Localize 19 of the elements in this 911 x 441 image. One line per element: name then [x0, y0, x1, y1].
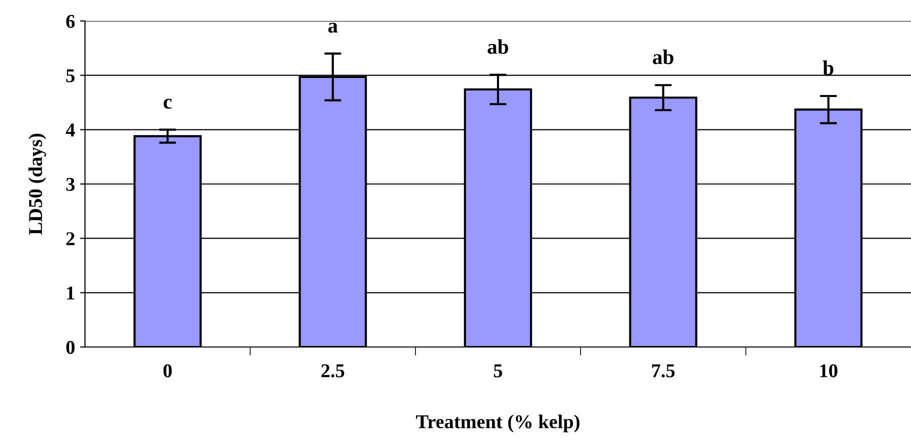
x-axis-title: Treatment (% kelp) — [416, 414, 580, 432]
x-tick-label: 5 — [494, 364, 502, 378]
y-tick-label: 0 — [66, 340, 75, 354]
x-tick-label: 0 — [163, 364, 172, 378]
y-tick-label: 6 — [66, 14, 75, 28]
annotation: ab — [652, 50, 674, 64]
annotation: b — [822, 60, 834, 76]
annotation: c — [164, 98, 172, 109]
annotation: a — [328, 22, 338, 33]
x-tick-label: 7.5 — [652, 364, 675, 378]
annotation: ab — [488, 39, 508, 54]
y-tick-label: 3 — [66, 178, 75, 191]
y-tick-label: 4 — [66, 124, 75, 136]
y-axis-title: LD50 (days) — [28, 134, 46, 235]
y-tick-label: 5 — [66, 69, 75, 82]
y-tick-label: 1 — [67, 286, 74, 300]
x-tick-label: 2.5 — [321, 364, 344, 378]
x-tick-label: 10 — [820, 364, 838, 378]
y-tick-label: 2 — [66, 232, 74, 246]
